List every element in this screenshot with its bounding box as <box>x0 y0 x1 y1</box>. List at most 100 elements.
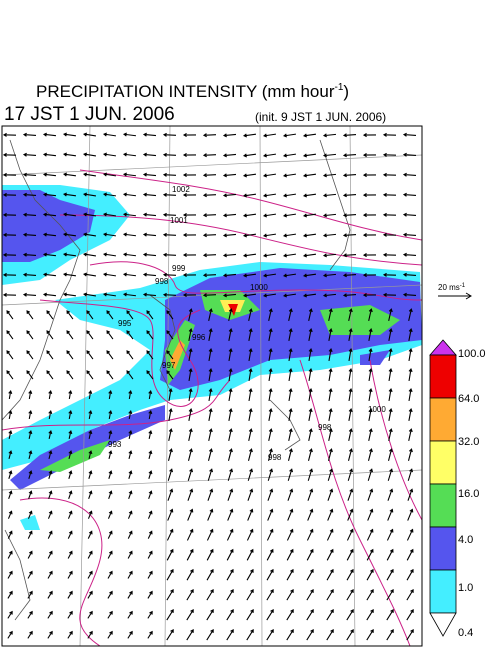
wind-arrow <box>122 172 137 177</box>
wind-arrow <box>326 548 334 561</box>
wind-arrow <box>326 528 334 541</box>
wind-arrow <box>382 232 397 237</box>
wind-arrow <box>402 172 417 177</box>
wind-arrow <box>362 293 377 298</box>
wind-arrow <box>42 132 57 137</box>
wind-arrow <box>88 430 93 440</box>
wind-arrow <box>47 630 53 639</box>
wind-arrow <box>66 370 74 380</box>
wind-arrow <box>186 548 194 561</box>
wind-arrow <box>42 152 57 157</box>
wind-arrow <box>22 272 37 277</box>
wind-arrow <box>246 629 254 641</box>
wind-arrow <box>408 388 413 402</box>
wind-arrow <box>126 370 134 380</box>
wind-arrow <box>362 253 377 258</box>
wind-arrow <box>22 212 37 217</box>
wind-arrow <box>182 132 197 138</box>
wind-arrow <box>7 510 13 519</box>
wind-arrow <box>366 629 374 641</box>
wind-arrow <box>42 252 57 257</box>
wind-arrow <box>388 308 393 321</box>
wind-arrow <box>147 510 153 519</box>
wind-arrow <box>63 292 77 297</box>
wind-arrow <box>103 172 117 177</box>
wind-arrow <box>222 193 237 198</box>
wind-arrow <box>63 172 77 177</box>
map-frame <box>1 125 423 647</box>
wind-arrow <box>242 273 257 278</box>
wind-arrow <box>103 152 117 157</box>
wind-arrow <box>148 450 153 460</box>
wind-arrow <box>367 488 374 501</box>
wind-arrow <box>88 490 93 499</box>
wind-arrow <box>162 272 177 277</box>
wind-arrow <box>406 568 414 581</box>
wind-arrow <box>288 408 293 421</box>
wind-arrow <box>328 388 333 402</box>
contour-label: 996 <box>192 333 206 342</box>
wind-arrow <box>6 310 14 320</box>
wind-arrow <box>326 629 334 641</box>
wind-arrow <box>106 330 114 340</box>
colorbar-segment <box>429 483 457 528</box>
wind-arrow <box>286 568 294 581</box>
wind-arrow <box>283 153 297 158</box>
wind-arrow <box>307 508 314 521</box>
wind-arrow <box>207 468 214 481</box>
wind-arrow <box>127 570 133 579</box>
wind-arrow <box>182 152 197 158</box>
wind-arrow <box>83 252 97 257</box>
wind-arrow <box>387 448 393 461</box>
wind-arrow <box>286 528 294 541</box>
wind-arrow <box>346 568 354 581</box>
wind-arrow <box>187 468 194 481</box>
wind-arrow <box>362 133 377 138</box>
wind-arrow <box>263 153 277 158</box>
wind-arrow <box>206 548 214 561</box>
wind-arrow <box>308 328 313 341</box>
wind-arrow <box>228 328 233 341</box>
wind-arrow <box>208 408 213 421</box>
wind-arrow <box>268 368 273 382</box>
wind-arrow <box>26 310 34 320</box>
wind-arrow <box>328 348 333 362</box>
wind-arrow <box>222 233 237 238</box>
wind-arrow <box>242 153 257 158</box>
wind-arrow <box>147 550 153 559</box>
wind-arrow <box>268 328 273 341</box>
title-main: PRECIPITATION INTENSITY (mm hour <box>36 82 335 101</box>
contour-label: 1002 <box>172 185 190 194</box>
wind-arrow <box>48 490 53 499</box>
wind-arrow <box>63 232 77 237</box>
wind-arrow <box>322 273 337 278</box>
wind-arrow <box>2 232 17 237</box>
wind-arrow <box>382 212 397 217</box>
wind-arrow <box>88 410 93 420</box>
wind-arrow <box>107 630 113 639</box>
wind-arrow <box>247 468 254 481</box>
wind-arrow <box>148 390 153 400</box>
wind-arrow <box>226 528 234 541</box>
wind-arrow <box>8 490 13 499</box>
wind-arrow <box>67 550 73 559</box>
wind-arrow <box>368 408 373 421</box>
wind-arrow <box>103 232 117 237</box>
wind-arrow <box>106 310 114 320</box>
wind-arrow <box>283 233 297 238</box>
wind-arrow <box>322 293 337 298</box>
wind-arrow <box>86 370 94 380</box>
wind-arrow <box>26 370 34 380</box>
wind-arrow <box>208 368 213 382</box>
wind-arrow <box>208 348 213 362</box>
wind-arrow <box>386 528 394 541</box>
wind-arrow <box>287 468 294 481</box>
wind-arrow <box>226 548 234 561</box>
wind-arrow <box>122 152 137 157</box>
wind-arrow <box>302 173 317 178</box>
wind-arrow <box>42 192 57 197</box>
wind-arrow <box>48 430 53 440</box>
wind-arrow <box>83 132 97 137</box>
wind-arrow <box>402 192 417 197</box>
wind-arrow <box>328 408 333 421</box>
